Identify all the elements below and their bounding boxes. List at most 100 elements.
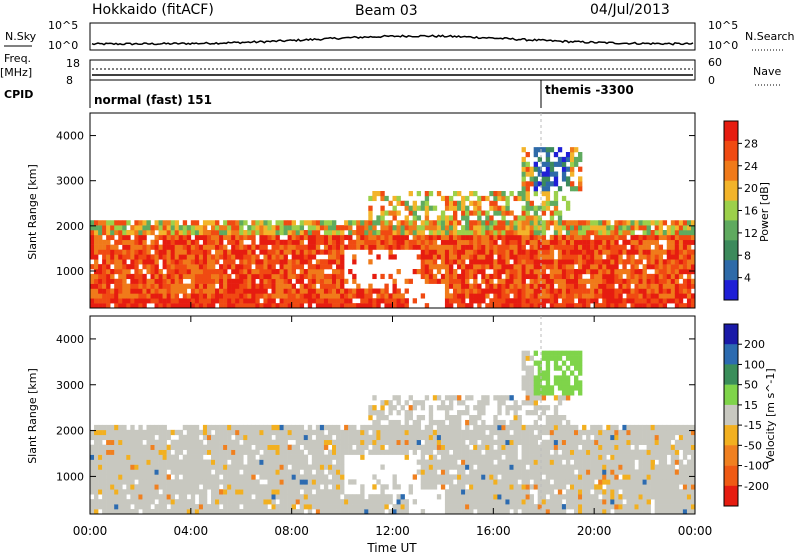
heatmap-cell — [303, 479, 309, 485]
heatmap-cell — [686, 249, 692, 255]
heatmap-cell — [444, 298, 450, 304]
heatmap-cell — [436, 220, 442, 226]
heatmap-cell — [448, 395, 454, 401]
heatmap-cell — [263, 449, 268, 455]
heatmap-cell — [122, 239, 127, 245]
heatmap-cell — [590, 249, 595, 255]
heatmap-cell — [493, 210, 498, 216]
heatmap-cell — [481, 434, 486, 441]
heatmap-cell — [578, 474, 583, 480]
heatmap-cell — [461, 474, 466, 480]
heatmap-cell — [630, 434, 635, 441]
freq-panel: Freq. [MHz] 18 8 60 0 Nave — [0, 52, 781, 87]
heatmap-cell — [368, 288, 373, 294]
heatmap-cell — [594, 434, 599, 441]
heatmap-cell — [267, 220, 272, 226]
heatmap-cell — [606, 239, 611, 245]
heatmap-cell — [150, 439, 155, 445]
heatmap-cell — [525, 220, 530, 226]
heatmap-cell — [275, 484, 280, 490]
heatmap-cell — [291, 504, 296, 510]
heatmap-cell — [158, 459, 163, 465]
heatmap-cell — [545, 464, 551, 470]
heatmap-cell — [279, 429, 284, 436]
heatmap-cell — [533, 176, 538, 182]
heatmap-cell — [295, 288, 301, 294]
heatmap-cell — [549, 390, 555, 396]
heatmap-cell — [561, 484, 567, 490]
heatmap-cell — [283, 474, 288, 480]
heatmap-cell — [122, 225, 127, 231]
heatmap-cell — [622, 259, 627, 265]
heatmap-cell — [283, 444, 288, 450]
colorbar-swatch — [724, 280, 738, 301]
heatmap-cell — [255, 269, 260, 275]
heatmap-cell — [529, 283, 534, 289]
heatmap-cell — [622, 509, 627, 515]
heatmap-cell — [561, 390, 567, 396]
heatmap-cell — [666, 225, 672, 231]
heatmap-cell — [448, 254, 454, 260]
heatmap-cell — [408, 410, 413, 416]
heatmap-cell — [287, 230, 292, 236]
heatmap-cell — [340, 504, 345, 510]
colorbar-swatch — [724, 240, 738, 261]
heatmap-cell — [444, 215, 450, 221]
heatmap-cell — [323, 509, 329, 515]
heatmap-cell — [457, 454, 462, 460]
heatmap-cell — [444, 469, 450, 475]
heatmap-cell — [130, 464, 135, 470]
heatmap-cell — [251, 259, 256, 265]
heatmap-cell — [477, 210, 482, 216]
heatmap-cell — [569, 239, 575, 245]
heatmap-cell — [166, 459, 171, 465]
heatmap-cell — [392, 210, 397, 216]
heatmap-cell — [630, 499, 635, 505]
heatmap-cell — [469, 244, 474, 250]
heatmap-cell — [303, 298, 309, 304]
heatmap-cell — [424, 278, 430, 284]
heatmap-cell — [202, 234, 208, 241]
heatmap-cell — [533, 350, 538, 356]
heatmap-cell — [122, 504, 127, 510]
heatmap-cell — [586, 504, 591, 510]
heatmap-cell — [364, 293, 369, 299]
heatmap-cell — [521, 176, 526, 182]
heatmap-cell — [578, 479, 583, 485]
heatmap-cell — [432, 273, 438, 280]
heatmap-cell — [565, 454, 571, 460]
heatmap-cell — [598, 225, 603, 231]
heatmap-cell — [190, 293, 196, 299]
heatmap-cell — [118, 489, 123, 495]
heatmap-cell — [190, 303, 196, 309]
heatmap-cell — [545, 152, 551, 158]
heatmap-cell — [98, 293, 103, 299]
heatmap-cell — [279, 298, 284, 304]
heatmap-cell — [509, 449, 514, 455]
heatmap-cell — [307, 269, 313, 275]
heatmap-cell — [549, 444, 555, 450]
heatmap-cell — [372, 499, 377, 505]
heatmap-cell — [634, 234, 639, 241]
heatmap-cell — [509, 439, 514, 445]
heatmap-cell — [400, 499, 405, 505]
heatmap-cell — [170, 254, 175, 260]
heatmap-cell — [582, 298, 587, 304]
heatmap-cell — [178, 434, 184, 441]
heatmap-cell — [90, 509, 95, 515]
heatmap-cell — [517, 303, 522, 309]
heatmap-cell — [182, 509, 188, 515]
heatmap-cell — [561, 269, 567, 275]
heatmap-cell — [610, 504, 615, 510]
heatmap-cell — [428, 225, 434, 231]
heatmap-cell — [227, 259, 232, 265]
heatmap-cell — [194, 424, 200, 431]
heatmap-cell — [549, 489, 555, 495]
heatmap-cell — [211, 225, 216, 231]
heatmap-cell — [481, 499, 486, 505]
heatmap-cell — [319, 499, 325, 505]
heatmap-cell — [243, 298, 248, 304]
heatmap-cell — [247, 474, 252, 480]
heatmap-cell — [553, 191, 559, 197]
heatmap-cell — [574, 504, 579, 510]
